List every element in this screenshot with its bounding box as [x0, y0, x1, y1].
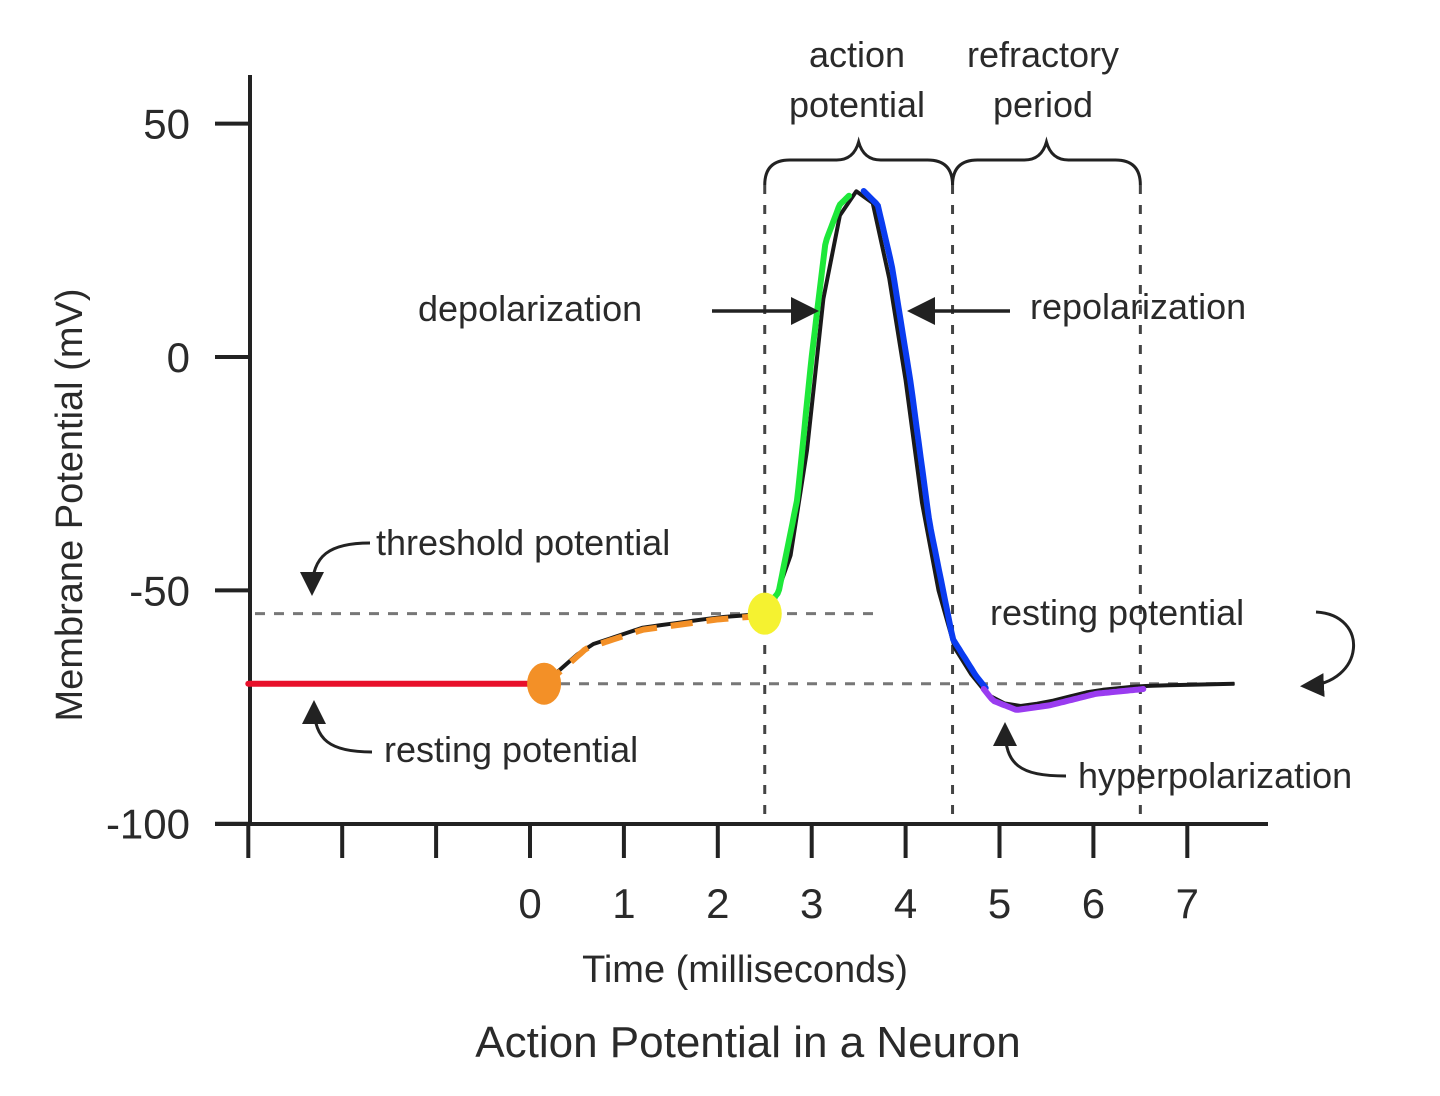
x-tick-label: 7 — [1176, 880, 1199, 927]
annotation-action-potential-1: action — [809, 34, 905, 75]
annotation-resting-potential-right: resting potential — [990, 592, 1244, 633]
y-tick-label: -50 — [129, 567, 190, 614]
x-tick-label: 6 — [1082, 880, 1105, 927]
stimulus-point — [527, 662, 562, 705]
x-tick-label: 0 — [518, 880, 541, 927]
annotation-repolarization: repolarization — [1030, 286, 1246, 327]
annotation-refractory-2: period — [993, 84, 1093, 125]
x-tick-label: 4 — [894, 880, 917, 927]
annotation-action-potential-2: potential — [789, 84, 925, 125]
x-axis-label: Time (milliseconds) — [582, 949, 908, 991]
x-tick-label: 5 — [988, 880, 1011, 927]
ticks: 0 1 2 3 4 5 6 7 50 0 -50 -100 — [106, 101, 1199, 927]
threshold-arrow — [300, 541, 371, 596]
hyperpolarization-arrow — [993, 722, 1067, 778]
y-axis-label: Membrane Potential (mV) — [49, 289, 91, 722]
threshold-point — [747, 592, 782, 635]
x-tick-label: 2 — [706, 880, 729, 927]
y-tick-label: -100 — [106, 801, 190, 848]
y-tick-label: 50 — [143, 101, 190, 148]
curve — [245, 188, 1235, 713]
reference-lines — [255, 185, 1240, 822]
annotation-depolarization: depolarization — [418, 288, 642, 329]
axes — [215, 75, 1268, 826]
repolarization-segment — [860, 188, 989, 691]
resting-left-arrow — [302, 700, 373, 754]
annotation-resting-potential-left: resting potential — [384, 729, 638, 770]
depolarization-segment — [756, 192, 852, 619]
stimulus-segment — [542, 612, 766, 688]
annotation-hyperpolarization: hyperpolarization — [1078, 755, 1352, 796]
annotation-threshold-potential: threshold potential — [376, 522, 670, 563]
chart-title: Action Potential in a Neuron — [475, 1018, 1020, 1067]
refractory-period-brace — [951, 136, 1142, 186]
resting-right-arrow — [1300, 610, 1355, 698]
annotation-refractory-1: refractory — [967, 34, 1119, 75]
action-potential-brace — [763, 136, 955, 186]
hyperpolarization-segment — [980, 686, 1147, 713]
x-tick-label: 1 — [612, 880, 635, 927]
markers — [527, 592, 782, 705]
braces — [763, 136, 1142, 186]
y-tick-label: 0 — [167, 334, 190, 381]
x-tick-label: 3 — [800, 880, 823, 927]
